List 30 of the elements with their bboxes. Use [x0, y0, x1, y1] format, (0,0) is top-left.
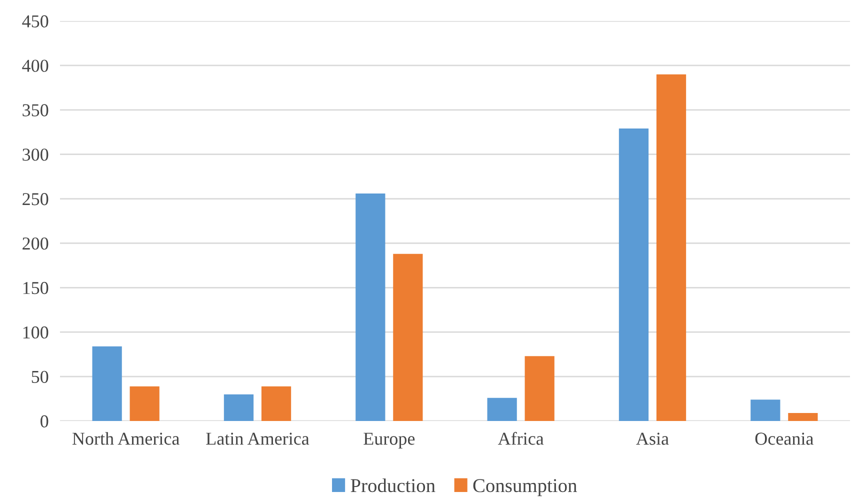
y-tick-label: 300 — [22, 148, 48, 161]
bar — [356, 193, 386, 421]
bar — [261, 386, 292, 421]
x-tick-label: Latin America — [206, 432, 310, 445]
bar — [130, 386, 160, 421]
x-tick-label: Africa — [498, 432, 544, 445]
bar — [750, 400, 780, 421]
legend-label: Production — [350, 478, 436, 492]
legend-label: Consumption — [473, 479, 577, 496]
bar — [656, 74, 686, 421]
y-tick-label: 450 — [22, 15, 48, 28]
x-tick-label: Europe — [364, 432, 415, 448]
x-tick-label: Asia — [636, 432, 669, 445]
y-tick-label: 0 — [40, 415, 48, 428]
y-tick-label: 250 — [22, 193, 48, 206]
y-tick-label: 400 — [22, 60, 48, 72]
bar — [618, 128, 649, 421]
bar — [224, 394, 254, 421]
y-tick-label: 50 — [32, 370, 48, 383]
y-tick-label: 200 — [22, 237, 48, 250]
y-tick-label: 150 — [23, 282, 48, 294]
bar — [393, 254, 423, 421]
bar — [788, 413, 818, 421]
bar — [524, 356, 554, 421]
y-tick-label: 100 — [23, 326, 48, 339]
x-tick-label: North America — [72, 432, 180, 445]
y-tick-label: 350 — [22, 104, 48, 116]
x-tick-label: Oceania — [755, 432, 814, 445]
bar — [487, 398, 517, 421]
bar — [92, 346, 122, 421]
